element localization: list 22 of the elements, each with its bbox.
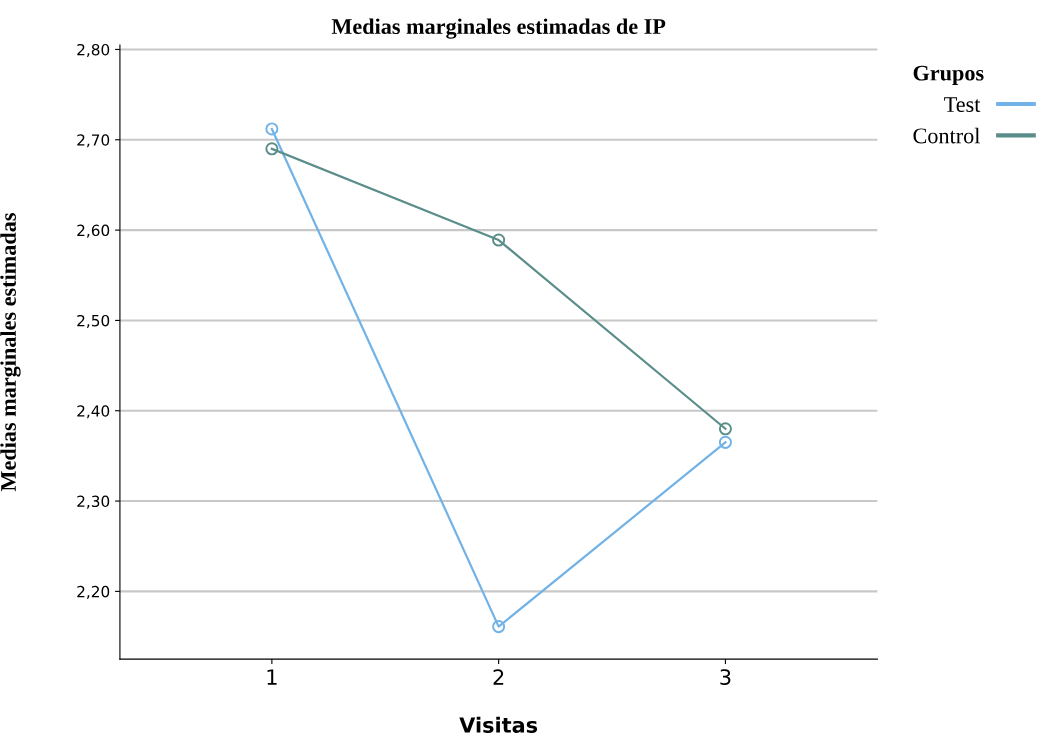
y-tick-label: 2,70 — [77, 134, 110, 148]
y-tick-label: 2,40 — [77, 405, 110, 419]
point — [492, 620, 506, 634]
x-tick-label: 1 — [267, 669, 277, 685]
point — [718, 435, 732, 449]
legend-label: Test — [944, 97, 981, 112]
y-tick-label: 2,80 — [77, 43, 110, 58]
y-tick-label: 2,60 — [77, 224, 110, 238]
x-tick-label: 2 — [493, 669, 504, 685]
point — [718, 422, 732, 436]
x-tick-label: 3 — [720, 669, 731, 685]
point — [265, 142, 279, 156]
legend-label: Control — [913, 127, 980, 144]
y-tick-label: 2,50 — [77, 314, 110, 328]
chart-title: Medias marginales estimadas de IP — [331, 18, 666, 39]
y-tick-label: 2,30 — [77, 495, 110, 509]
point — [265, 122, 279, 136]
point — [492, 233, 506, 247]
x-axis-title: Visitas — [459, 716, 538, 733]
y-axis-title: Medias marginales estimadas — [0, 213, 21, 492]
legend-title: Grupos — [913, 65, 984, 86]
y-tick-label: 2,20 — [77, 585, 110, 599]
